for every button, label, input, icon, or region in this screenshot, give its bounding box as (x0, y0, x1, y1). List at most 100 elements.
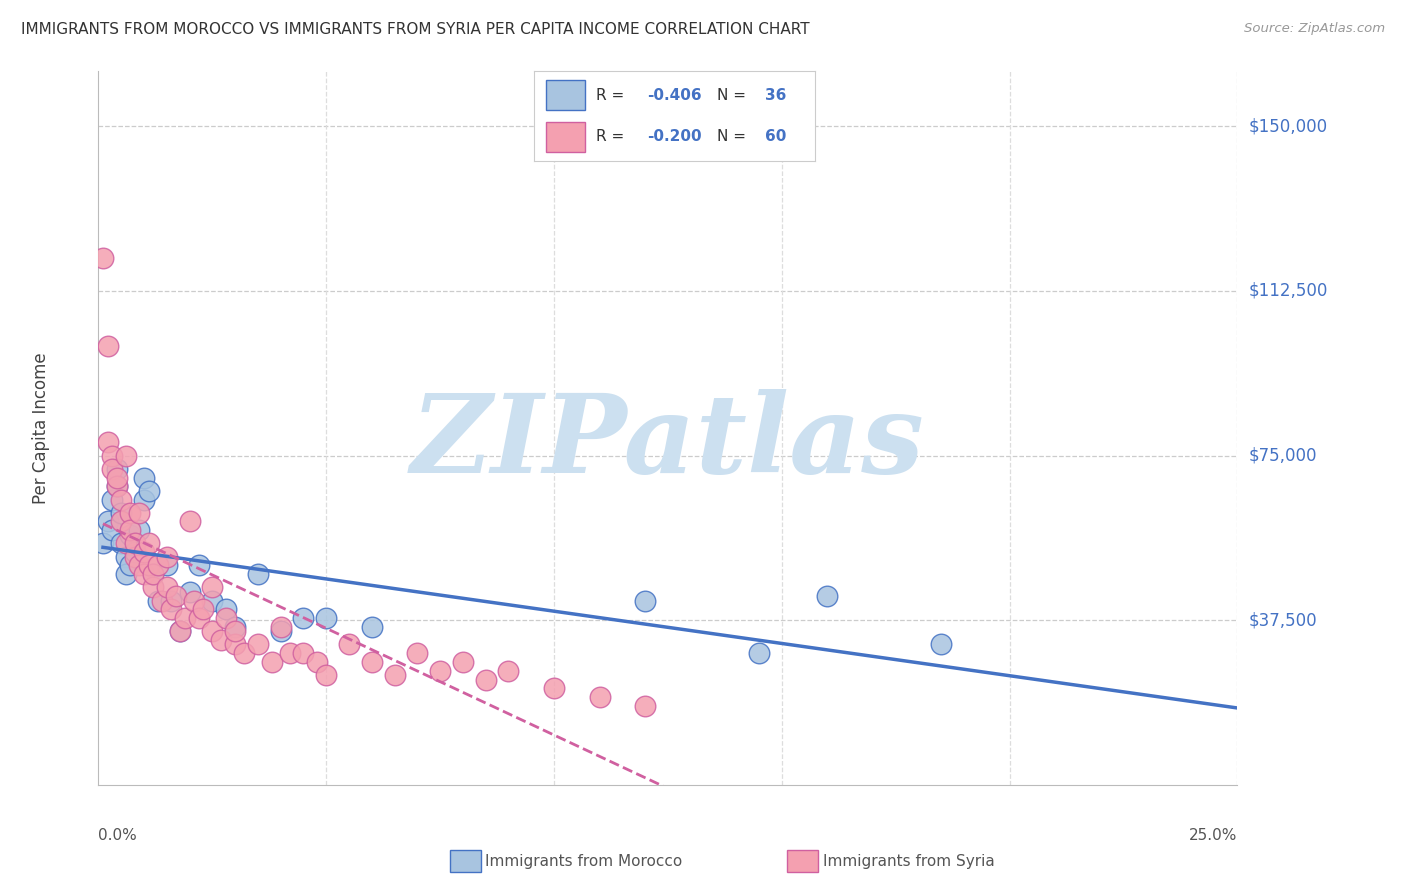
Point (146, 593, 169, 607)
Text: N =: N = (717, 88, 751, 103)
Point (142, 567, 165, 582)
Point (224, 624, 246, 639)
Point (315, 611, 337, 625)
Point (201, 593, 224, 607)
Text: Per Capita Income: Per Capita Income (32, 352, 51, 504)
Point (270, 624, 292, 639)
Text: 60: 60 (765, 129, 786, 144)
Point (748, 646, 770, 660)
Point (543, 681, 565, 696)
Point (138, 536, 160, 550)
Text: Immigrants from Morocco: Immigrants from Morocco (485, 855, 682, 869)
Point (105, 470, 128, 484)
Point (156, 558, 179, 573)
Point (169, 624, 191, 639)
Point (128, 523, 150, 537)
Point (110, 492, 132, 507)
Point (160, 602, 183, 616)
Point (174, 611, 197, 625)
Point (132, 545, 155, 559)
Point (110, 536, 132, 550)
Point (337, 637, 360, 651)
Point (132, 492, 155, 507)
Point (187, 611, 209, 625)
Point (114, 536, 136, 550)
Point (588, 690, 610, 705)
Point (128, 558, 150, 573)
Point (187, 558, 209, 573)
Point (270, 620, 292, 634)
Point (209, 633, 232, 648)
Point (224, 637, 246, 651)
Point (96, 515, 118, 529)
Point (165, 589, 187, 603)
Point (110, 506, 132, 520)
Point (246, 637, 269, 651)
Text: 0.0%: 0.0% (98, 828, 138, 843)
Point (114, 567, 136, 582)
Point (96, 339, 118, 353)
Point (120, 558, 142, 573)
Text: N =: N = (717, 129, 751, 144)
Point (360, 620, 382, 634)
Point (292, 611, 315, 625)
Text: -0.200: -0.200 (647, 129, 702, 144)
Point (215, 611, 238, 625)
Point (179, 584, 201, 599)
Text: Immigrants from Syria: Immigrants from Syria (823, 855, 994, 869)
Point (278, 646, 301, 660)
Point (124, 549, 146, 564)
Point (233, 646, 256, 660)
Text: $150,000: $150,000 (1249, 117, 1327, 136)
Point (156, 580, 179, 594)
Text: $37,500: $37,500 (1249, 611, 1317, 629)
Point (474, 673, 496, 687)
Text: R =: R = (596, 129, 630, 144)
Point (201, 624, 224, 639)
Point (91, 251, 114, 265)
Point (929, 637, 952, 651)
Point (201, 580, 224, 594)
Point (91, 536, 114, 550)
Point (451, 655, 474, 669)
Point (315, 668, 337, 682)
Point (101, 462, 124, 476)
Point (124, 536, 146, 550)
Point (124, 545, 146, 559)
Text: Source: ZipAtlas.com: Source: ZipAtlas.com (1244, 22, 1385, 36)
Text: 36: 36 (765, 88, 786, 103)
Point (128, 506, 150, 520)
Point (114, 449, 136, 463)
Point (142, 567, 165, 582)
Point (193, 602, 215, 616)
Point (292, 646, 315, 660)
Point (169, 624, 191, 639)
Point (105, 462, 128, 476)
Bar (546, 122, 585, 152)
Bar (546, 80, 585, 110)
Point (406, 646, 429, 660)
Text: IMMIGRANTS FROM MOROCCO VS IMMIGRANTS FROM SYRIA PER CAPITA INCOME CORRELATION C: IMMIGRANTS FROM MOROCCO VS IMMIGRANTS FR… (21, 22, 810, 37)
Point (110, 515, 132, 529)
Point (120, 523, 142, 537)
Point (429, 664, 451, 678)
Text: ZIPatlas: ZIPatlas (411, 389, 925, 496)
Point (114, 549, 136, 564)
Point (132, 470, 155, 484)
Point (215, 602, 238, 616)
Point (120, 527, 142, 541)
Point (634, 698, 657, 713)
Point (634, 593, 657, 607)
Point (132, 567, 155, 582)
Point (384, 668, 406, 682)
Point (260, 655, 283, 669)
Point (120, 506, 142, 520)
Text: 25.0%: 25.0% (1189, 828, 1237, 843)
Point (160, 593, 183, 607)
Point (105, 479, 128, 493)
Text: $112,500: $112,500 (1249, 282, 1327, 300)
Point (156, 549, 179, 564)
Point (498, 664, 520, 678)
Point (146, 558, 169, 573)
Text: -0.406: -0.406 (647, 88, 702, 103)
